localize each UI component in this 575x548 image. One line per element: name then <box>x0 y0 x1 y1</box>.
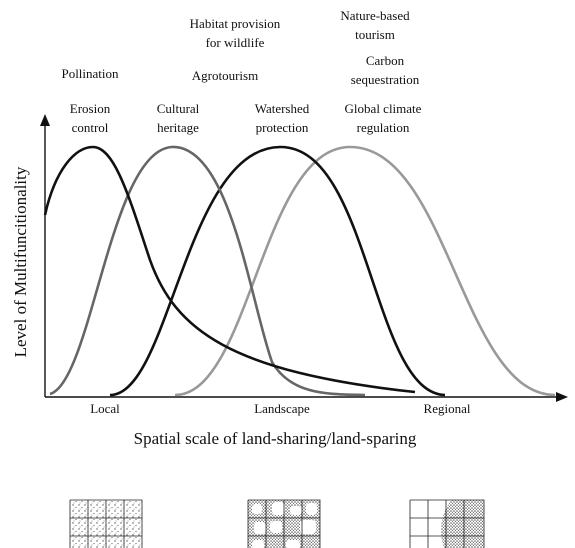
x-level-label: Landscape <box>254 401 310 416</box>
service-label: Pollination <box>61 66 119 81</box>
x-axis-title: Spatial scale of land-sharing/land-spari… <box>134 429 417 448</box>
service-label: sequestration <box>351 72 420 87</box>
x-level-label: Local <box>90 401 120 416</box>
curve-regional <box>175 147 555 395</box>
curves <box>45 147 555 395</box>
service-label: Watershed <box>255 101 310 116</box>
axes <box>40 114 568 402</box>
x-arrow <box>556 392 568 402</box>
service-label: protection <box>256 120 309 135</box>
service-label: Erosion <box>70 101 111 116</box>
diagram: Pollination Erosion control Cultural heritag… <box>0 0 575 548</box>
service-label: Carbon <box>366 53 405 68</box>
service-label: heritage <box>157 120 199 135</box>
service-label: tourism <box>355 27 395 42</box>
icon-mixed <box>248 500 320 548</box>
x-level-label: Regional <box>424 401 471 416</box>
icon-land-sparing <box>410 500 484 548</box>
icon-land-sharing <box>70 500 142 548</box>
service-label: Nature-based <box>340 8 410 23</box>
service-label: control <box>72 120 109 135</box>
curve-cultural <box>50 147 365 395</box>
curve-local <box>45 147 415 392</box>
service-label: Habitat provision <box>190 16 281 31</box>
service-label: for wildlife <box>206 35 265 50</box>
service-label: regulation <box>357 120 410 135</box>
y-axis-title: Level of Multifuncitionality <box>11 166 30 357</box>
service-label: Cultural <box>157 101 200 116</box>
service-label: Global climate <box>345 101 422 116</box>
service-labels: Pollination Erosion control Cultural heritag… <box>61 8 421 135</box>
curve-landscape <box>110 147 445 395</box>
service-label: Agrotourism <box>192 68 258 83</box>
y-arrow <box>40 114 50 126</box>
page: { "labels": [ {"lines": ["Pollination"]}… <box>0 0 575 548</box>
